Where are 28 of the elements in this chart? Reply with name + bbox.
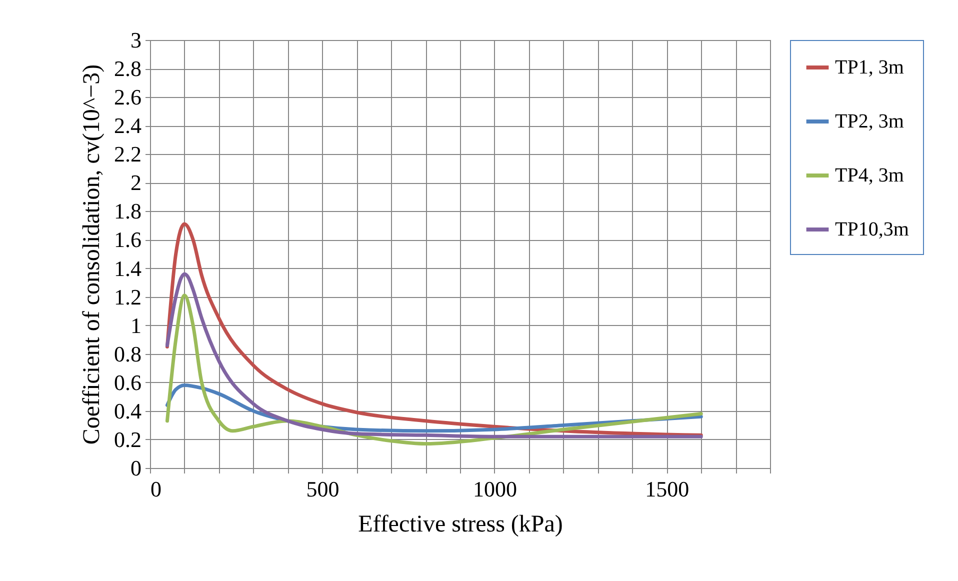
y-tick-label: 1 [130, 312, 142, 338]
y-tick-label: 0.6 [114, 370, 142, 395]
y-tick-label: 1.8 [114, 198, 142, 224]
y-tick-label: 1.4 [114, 256, 142, 281]
legend-label: TP2, 3m [835, 110, 904, 132]
x-tick-label: 500 [306, 476, 340, 502]
y-tick-label: 2.8 [114, 56, 142, 82]
legend-label: TP4, 3m [835, 164, 904, 186]
y-tick-label: 2.6 [114, 84, 142, 110]
x-tick-label: 0 [150, 476, 162, 502]
legend-label: TP1, 3m [835, 56, 904, 78]
y-tick-label: 3 [130, 28, 142, 52]
line-series [165, 294, 703, 446]
legend-label: TP10,3m [835, 218, 910, 240]
y-tick-label: 0 [130, 456, 142, 480]
y-axis-title: Coefficient of consolidation, cv(10^−3) [79, 64, 105, 445]
y-tick-label: 1.6 [114, 227, 142, 252]
y-tick-label: 0.2 [114, 426, 142, 452]
x-tick-label: 1500 [645, 476, 690, 502]
y-tick-label: 2.2 [114, 142, 142, 167]
y-tick-label: 2.4 [114, 113, 142, 138]
y-tick-label: 2 [130, 170, 142, 196]
line-series [165, 272, 703, 438]
y-tick-label: 1.2 [114, 284, 142, 310]
x-axis-title: Effective stress (kPa) [358, 512, 563, 538]
y-tick-label: 0.4 [114, 398, 142, 424]
y-tick-label: 0.8 [114, 341, 142, 366]
x-tick-label: 1000 [472, 476, 517, 502]
